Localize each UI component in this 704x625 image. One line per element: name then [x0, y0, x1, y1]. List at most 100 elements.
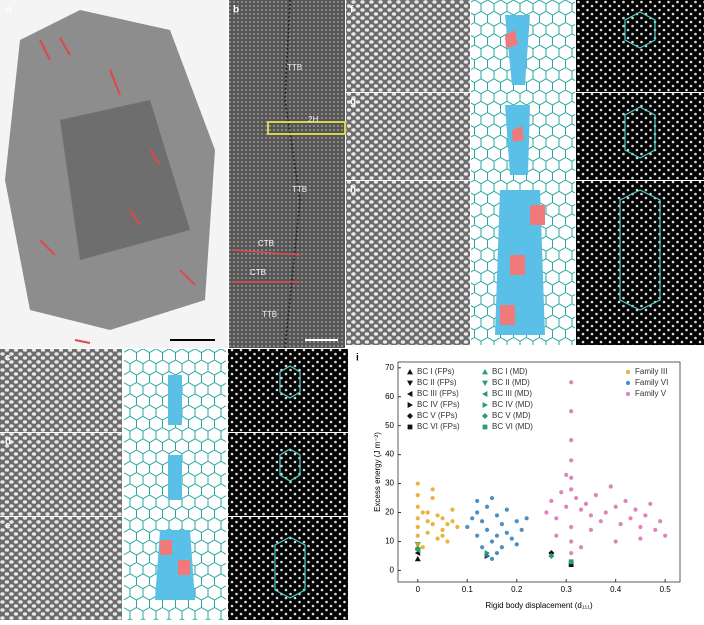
legend-marker — [407, 413, 413, 419]
point — [445, 522, 450, 527]
y-tick-label: 50 — [385, 421, 394, 430]
point — [455, 524, 460, 530]
point — [415, 493, 420, 498]
legend-label: BC V (MD) — [492, 411, 531, 420]
legend-label: BC II (MD) — [492, 378, 530, 387]
panel-label: e — [5, 521, 11, 532]
point — [544, 510, 549, 515]
point — [450, 507, 455, 512]
legend-label: BC II (FPs) — [417, 378, 457, 387]
point — [574, 495, 579, 501]
annotation: CTB — [258, 239, 274, 248]
point — [648, 501, 653, 506]
point — [658, 519, 663, 524]
point — [504, 530, 509, 535]
legend-marker — [482, 424, 488, 430]
point — [435, 513, 440, 518]
point — [598, 519, 603, 524]
x-tick-label: 0.1 — [462, 585, 474, 594]
hrtem — [0, 433, 122, 516]
y-tick-label: 0 — [390, 566, 395, 575]
point — [489, 495, 495, 501]
point — [415, 542, 420, 547]
point — [514, 519, 519, 524]
panel-label: g — [350, 97, 356, 108]
point — [653, 527, 658, 532]
point — [638, 536, 643, 541]
point — [583, 501, 589, 506]
point — [588, 527, 594, 532]
y-tick-label: 40 — [385, 450, 394, 459]
point — [569, 550, 574, 556]
simulation — [228, 517, 348, 620]
ctb-line — [231, 249, 301, 256]
legend-label: BC V (FPs) — [417, 411, 458, 420]
point — [480, 519, 485, 524]
legend-label: BC III (FPs) — [417, 389, 459, 398]
legend-marker — [407, 380, 413, 386]
point — [613, 539, 618, 544]
point — [415, 516, 420, 521]
point — [484, 504, 490, 509]
point — [494, 533, 500, 538]
point — [430, 522, 435, 527]
point — [564, 504, 569, 509]
legend-marker — [625, 391, 631, 397]
plot-frame — [397, 361, 681, 583]
point — [519, 527, 524, 532]
point — [480, 545, 485, 550]
point — [475, 498, 480, 504]
panel-label: c — [5, 353, 11, 364]
point — [425, 510, 430, 515]
point — [489, 539, 495, 544]
point — [549, 498, 554, 504]
point — [568, 559, 574, 565]
point — [554, 516, 559, 521]
y-tick-label: 60 — [385, 392, 394, 401]
simulation — [576, 181, 704, 345]
point — [415, 524, 420, 530]
y-tick-label: 70 — [385, 363, 394, 372]
point — [450, 519, 455, 524]
point — [643, 513, 648, 518]
point — [603, 510, 608, 515]
point — [578, 545, 584, 550]
legend-marker — [482, 413, 488, 419]
point — [440, 533, 445, 538]
point — [569, 380, 574, 385]
x-tick-label: 0.2 — [511, 585, 523, 594]
panel-label: b — [233, 5, 239, 16]
point — [564, 472, 569, 477]
point — [608, 484, 613, 489]
annotation: 2H — [308, 115, 318, 124]
point — [628, 516, 633, 521]
annotation: TTB — [262, 310, 277, 319]
point — [425, 530, 430, 535]
point — [430, 495, 435, 501]
point — [504, 507, 509, 512]
highlight — [267, 121, 346, 135]
point — [414, 547, 421, 554]
y-axis-label: Excess energy (J m⁻²) — [373, 432, 382, 512]
legend-label: BC VI (FPs) — [417, 422, 460, 431]
y-tick-label: 30 — [385, 479, 394, 488]
annotation: TTB — [287, 63, 302, 72]
legend-label: BC VI (MD) — [492, 422, 533, 431]
legend-marker — [482, 402, 488, 408]
point — [420, 510, 425, 515]
point — [430, 487, 435, 492]
point — [633, 507, 638, 512]
model-shape — [505, 30, 518, 48]
point — [618, 522, 623, 527]
overlay — [619, 11, 661, 311]
overlay — [274, 365, 306, 599]
point — [470, 516, 475, 521]
panel-label: f — [350, 5, 354, 16]
x-axis-label: Rigid body displacement (d₁₁₁) — [485, 601, 593, 610]
panel-b-bg — [229, 0, 345, 348]
x-tick-label: 0 — [416, 585, 421, 594]
model-shape — [512, 126, 524, 142]
point — [445, 539, 450, 544]
twin-marks — [39, 37, 196, 344]
point — [420, 545, 425, 550]
